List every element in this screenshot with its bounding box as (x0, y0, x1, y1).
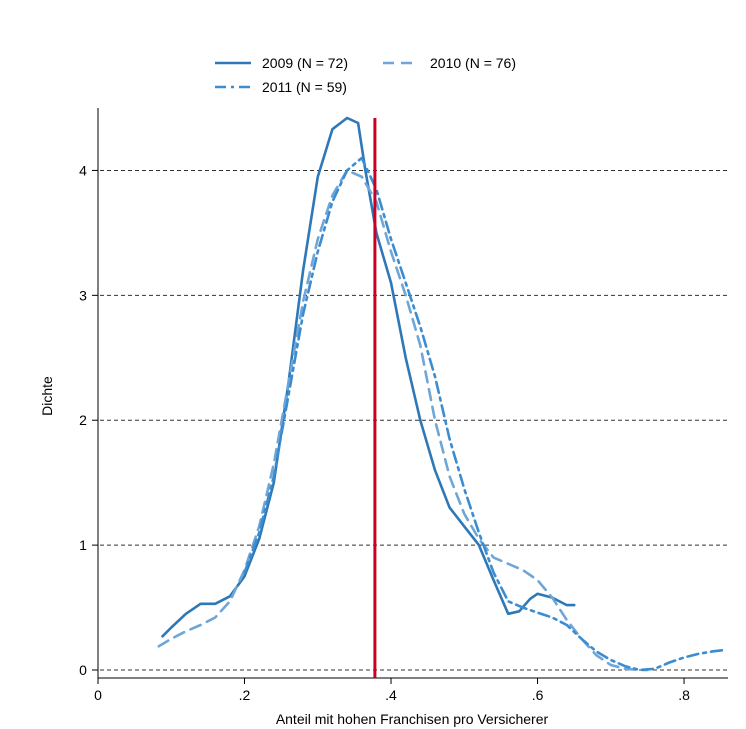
legend-label-1: 2009 (N = 72) (262, 55, 348, 71)
x-tick-label: .4 (385, 687, 397, 703)
axes: 0 1 2 3 4 0 .2 .4 .6 .8 (79, 108, 728, 703)
x-tick-label: .2 (239, 687, 251, 703)
x-tick-label: 0 (94, 687, 102, 703)
x-tick-label: .8 (678, 687, 690, 703)
x-axis-label: Anteil mit hohen Franchisen pro Versiche… (276, 711, 549, 727)
y-tick-label: 1 (79, 537, 87, 553)
legend-label-2: 2010 (N = 76) (430, 55, 516, 71)
y-tick-label: 0 (79, 662, 87, 678)
legend-label-3: 2011 (N = 59) (262, 79, 347, 95)
y-tick-label: 3 (79, 287, 87, 303)
legend: 2009 (N = 72) 2010 (N = 76) 2011 (N = 59) (215, 55, 516, 95)
series-line-3 (243, 156, 726, 672)
y-tick-label: 2 (79, 412, 87, 428)
series-line-2 (157, 169, 649, 672)
series-line-1 (161, 116, 576, 638)
y-axis-label: Dichte (39, 376, 55, 416)
y-tick-label: 4 (79, 162, 87, 178)
x-tick-label: .6 (532, 687, 544, 703)
series-lines (157, 116, 726, 672)
